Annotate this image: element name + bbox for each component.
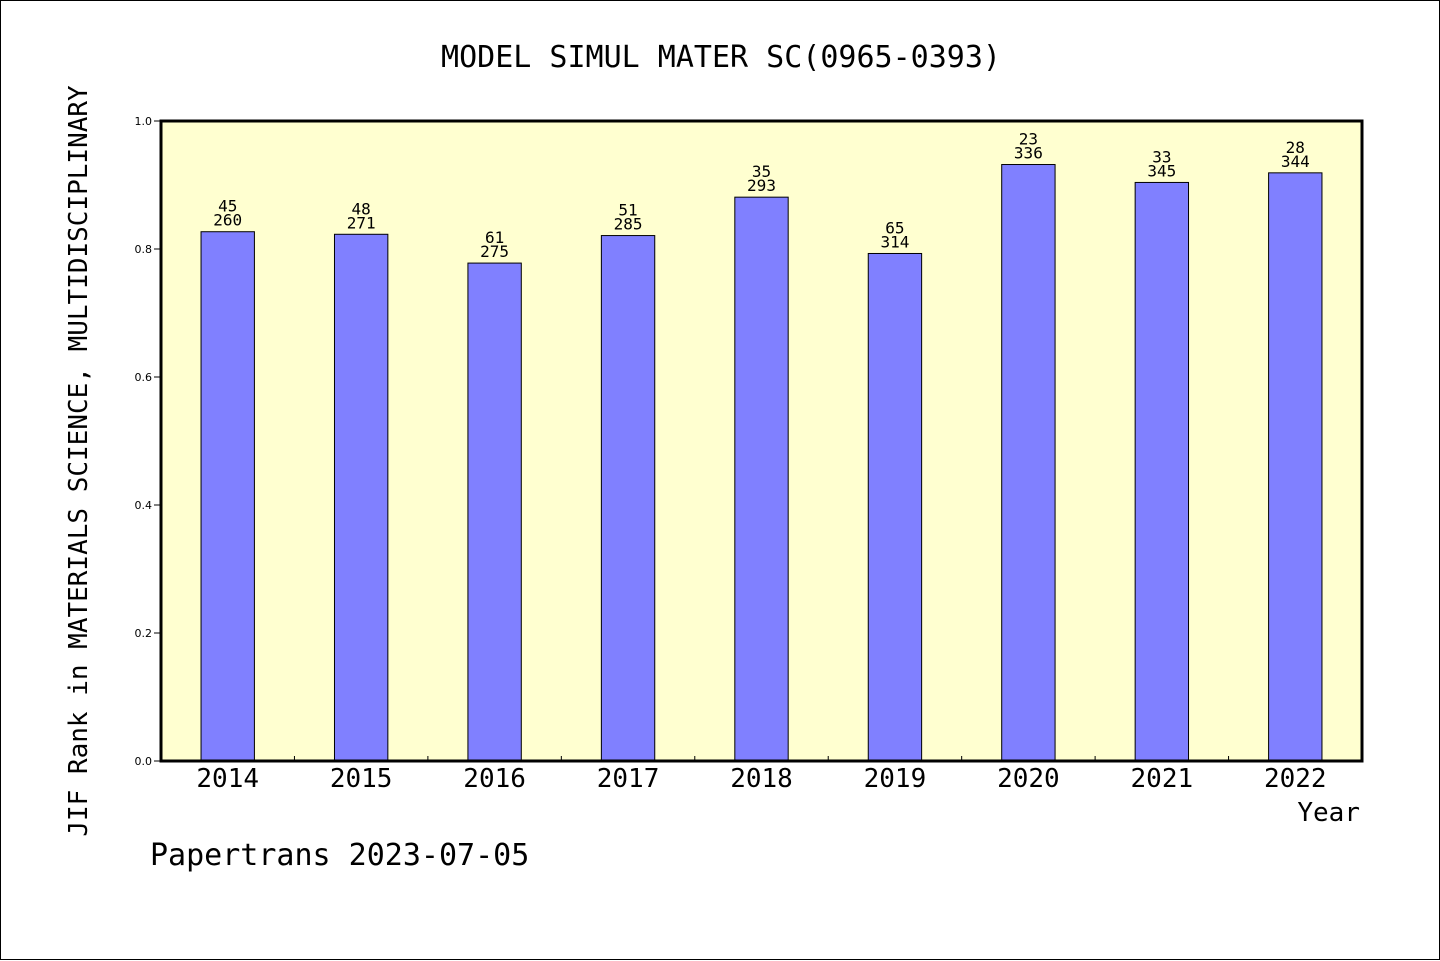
total-label: 314 [880,232,909,251]
x-tick-label: 2015 [330,764,393,794]
total-label: 293 [747,176,776,195]
bars-group [200,164,1323,762]
x-tick-label: 2019 [864,764,927,794]
bar-2019 [867,252,923,762]
x-axis-ticks: 2014 2015 2016 2017 2018 2019 2020 2021 2022 [196,756,1327,794]
rank-label: 61 [485,228,504,247]
bar-2021 [1134,181,1190,762]
x-tick-label: 2022 [1264,764,1327,794]
x-tick-label: 2016 [463,764,526,794]
bar-2022 [1268,172,1323,762]
total-label: 345 [1147,161,1176,180]
rank-label: 45 [218,197,237,216]
x-tick-label: 2017 [597,764,660,794]
x-tick-label: 2018 [730,764,793,794]
total-label: 285 [614,215,643,234]
y-tick-label: 0.8 [135,243,153,256]
rank-label: 65 [885,218,904,237]
bar-2015 [333,233,389,762]
total-label: 260 [213,211,242,230]
bar-2018 [734,196,789,762]
x-axis-label: Year [1297,798,1360,828]
rank-label: 33 [1152,147,1171,166]
rank-label: 28 [1286,138,1305,157]
x-tick-label: 2020 [997,764,1060,794]
y-tick-label: 0.6 [135,371,153,384]
bar-2014 [200,231,255,762]
x-tick-label: 2021 [1131,764,1194,794]
plot-border [159,119,1364,763]
bar-2017 [600,235,656,762]
total-label: 275 [480,242,509,261]
total-label: 344 [1281,152,1310,171]
y-tick-label: 1.0 [135,115,153,128]
total-label: 271 [347,213,376,232]
bar-2016 [467,262,522,762]
y-axis-label: JIF Rank in MATERIALS SCIENCE, MULTIDISC… [64,85,94,837]
y-tick-label: 0.2 [135,627,153,640]
rank-label: 35 [752,162,771,181]
bar-2020 [1001,164,1056,762]
y-tick-label: 0.4 [135,499,153,512]
chart-title: MODEL SIMUL MATER SC(0965-0393) [441,40,1001,75]
rank-label: 51 [618,201,637,220]
credit-text: Papertrans 2023-07-05 [150,838,529,873]
rank-label: 48 [352,199,371,218]
x-tick-label: 2014 [196,764,259,794]
rank-label: 23 [1019,130,1038,149]
y-axis-ticks: 0.0 0.2 0.4 0.6 0.8 1.0 [135,115,161,768]
y-tick-label: 0.0 [135,755,153,768]
total-label: 336 [1014,144,1043,163]
